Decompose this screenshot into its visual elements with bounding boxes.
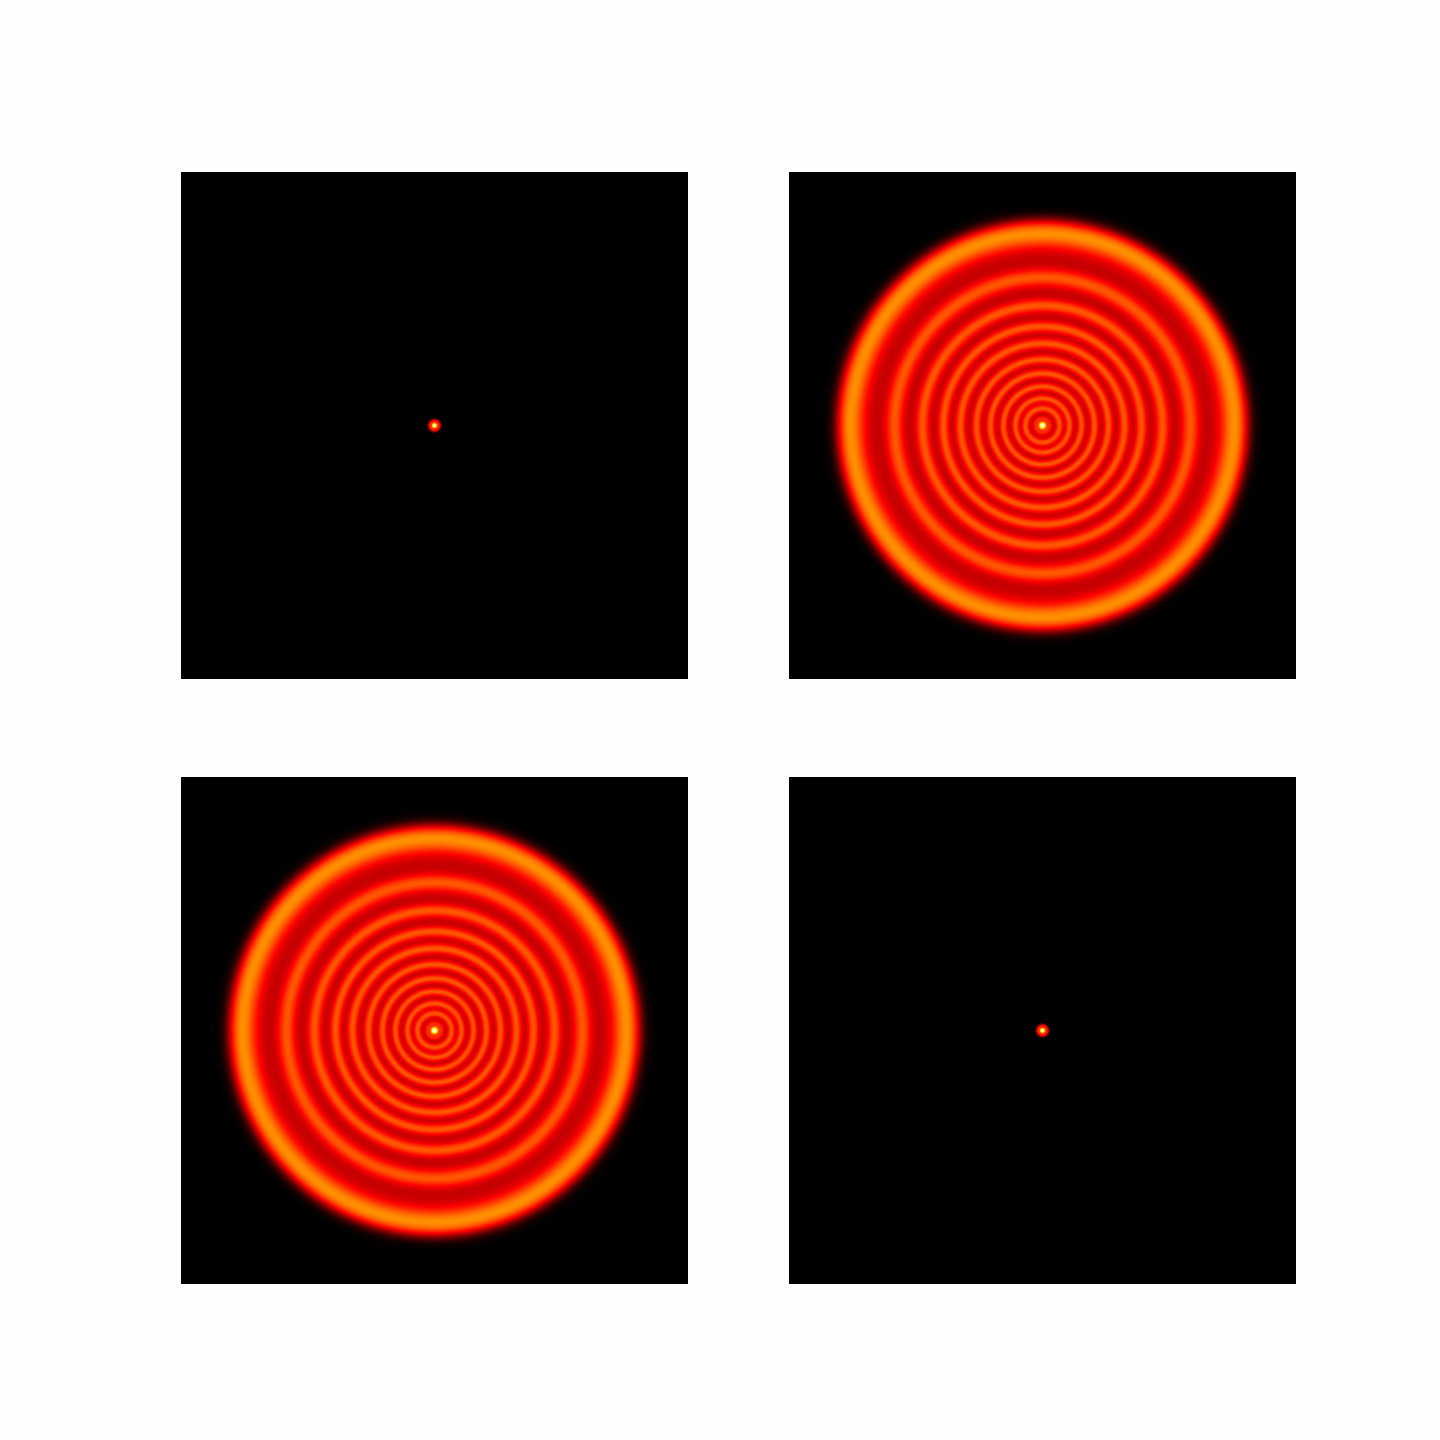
image-panel [789, 777, 1296, 1284]
image-panel [181, 172, 688, 679]
image-panel [789, 172, 1296, 679]
image-panel [181, 777, 688, 1284]
